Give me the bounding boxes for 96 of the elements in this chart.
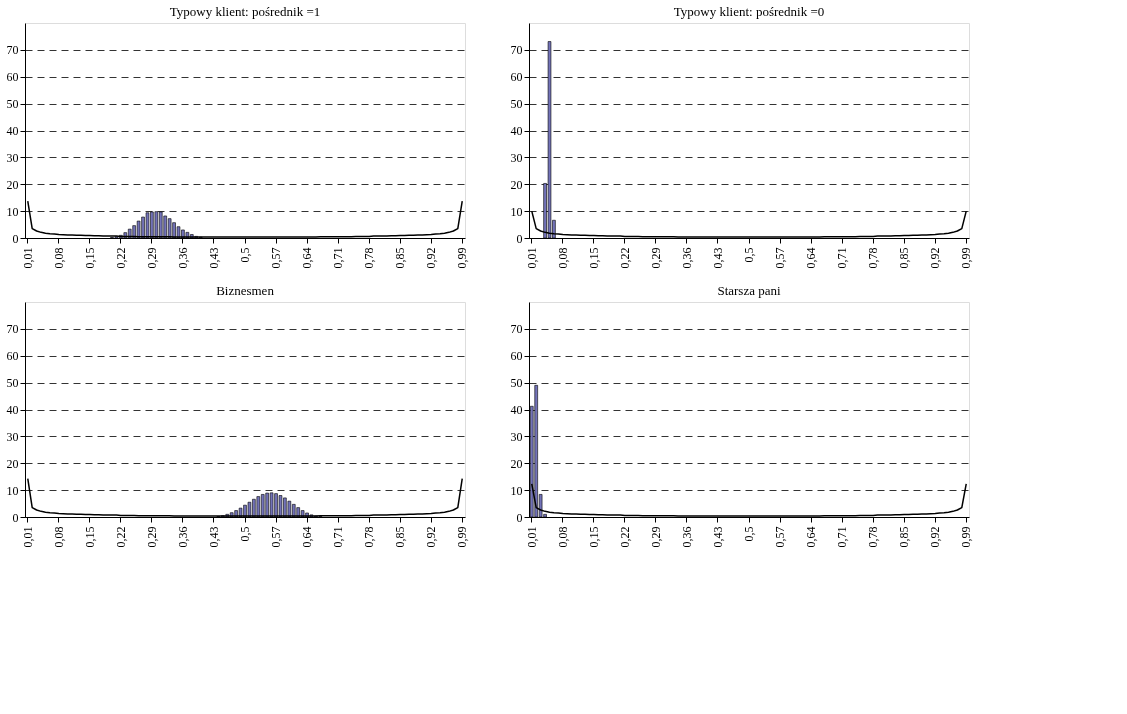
y-tick-label: 60	[6, 349, 19, 364]
x-tick-label: 0,15	[82, 526, 97, 548]
x-tick-label: 0,85	[897, 526, 912, 548]
x-tick-label: 0,78	[362, 247, 377, 269]
y-tick-label: 0	[516, 510, 523, 525]
x-tick-label: 0,36	[679, 526, 694, 548]
y-tick-label: 0	[12, 231, 19, 246]
x-tick-label: 0,22	[617, 247, 632, 269]
x-tick-label: 0,92	[928, 247, 943, 269]
y-tick-label: 70	[6, 322, 19, 337]
x-tick-label: 0,85	[897, 247, 912, 269]
y-tick-label: 50	[510, 97, 523, 112]
y-tick-label: 10	[6, 204, 19, 219]
x-tick-label: 0,15	[82, 247, 97, 269]
x-tick-label: 0,5	[238, 526, 252, 542]
x-tick-label: 0,01	[20, 526, 35, 548]
y-tick-label: 40	[6, 403, 19, 417]
chart-title: Biznesmen	[216, 283, 275, 298]
y-tick-label: 40	[510, 403, 523, 417]
x-tick-label: 0,29	[144, 526, 159, 548]
x-tick-label: 0,08	[555, 526, 570, 548]
x-tick-label: 0,01	[20, 247, 35, 269]
y-tick-label: 0	[12, 510, 19, 525]
y-tick-label: 60	[6, 70, 19, 85]
x-tick-label: 0,36	[175, 247, 190, 269]
y-tick-label: 70	[6, 43, 19, 58]
x-tick-label: 0,29	[648, 526, 663, 548]
x-tick-label: 0,5	[742, 247, 756, 263]
x-tick-label: 0,92	[424, 247, 439, 269]
x-tick-label: 0,85	[393, 526, 408, 548]
x-tick-label: 0,64	[300, 247, 315, 269]
y-tick-label: 40	[6, 124, 19, 138]
x-tick-label: 0,36	[679, 247, 694, 269]
x-tick-label: 0,5	[742, 526, 756, 542]
x-tick-label: 0,57	[269, 247, 284, 269]
x-tick-label: 0,64	[804, 526, 819, 548]
x-tick-label: 0,15	[586, 247, 601, 269]
x-tick-label: 0,71	[835, 247, 850, 269]
x-tick-label: 0,99	[455, 247, 470, 269]
y-tick-label: 50	[510, 376, 523, 391]
x-tick-label: 0,71	[835, 526, 850, 548]
x-tick-label: 0,85	[393, 247, 408, 269]
x-tick-label: 0,57	[773, 526, 788, 548]
x-tick-label: 0,08	[51, 526, 66, 548]
x-tick-label: 0,5	[238, 247, 252, 263]
y-tick-label: 30	[510, 150, 523, 165]
y-tick-label: 50	[6, 97, 19, 112]
y-tick-label: 30	[510, 429, 523, 444]
y-tick-label: 10	[6, 483, 19, 498]
x-tick-label: 0,71	[331, 526, 346, 548]
y-tick-label: 70	[510, 322, 523, 337]
x-tick-label: 0,43	[710, 526, 725, 548]
chart-title: Starsza pani	[717, 283, 781, 298]
x-tick-label: 0,64	[804, 247, 819, 269]
y-tick-label: 0	[516, 231, 523, 246]
x-tick-label: 0,99	[959, 526, 974, 548]
x-tick-label: 0,64	[300, 526, 315, 548]
y-tick-label: 50	[6, 376, 19, 391]
y-tick-label: 10	[510, 483, 523, 498]
x-tick-label: 0,01	[524, 247, 539, 269]
x-tick-label: 0,43	[710, 247, 725, 269]
x-tick-label: 0,08	[51, 247, 66, 269]
x-tick-label: 0,92	[928, 526, 943, 548]
x-tick-label: 0,78	[866, 247, 881, 269]
y-tick-label: 20	[510, 456, 523, 471]
x-tick-label: 0,92	[424, 526, 439, 548]
y-tick-label: 60	[510, 349, 523, 364]
x-tick-label: 0,36	[175, 526, 190, 548]
x-tick-label: 0,78	[362, 526, 377, 548]
y-tick-label: 60	[510, 70, 523, 85]
x-tick-label: 0,01	[524, 526, 539, 548]
x-tick-label: 0,29	[144, 247, 159, 269]
x-tick-label: 0,43	[206, 526, 221, 548]
x-tick-label: 0,22	[617, 526, 632, 548]
y-tick-label: 20	[510, 177, 523, 192]
x-tick-label: 0,22	[113, 247, 128, 269]
chart-title: Typowy klient: pośrednik =0	[673, 4, 825, 19]
x-tick-label: 0,43	[206, 247, 221, 269]
y-tick-label: 20	[6, 456, 19, 471]
y-tick-label: 20	[6, 177, 19, 192]
y-tick-label: 40	[510, 124, 523, 138]
x-tick-label: 0,71	[331, 247, 346, 269]
x-tick-label: 0,78	[866, 526, 881, 548]
x-tick-label: 0,22	[113, 526, 128, 548]
x-tick-label: 0,57	[773, 247, 788, 269]
y-tick-label: 70	[510, 43, 523, 58]
y-tick-label: 30	[6, 429, 19, 444]
x-tick-label: 0,57	[269, 526, 284, 548]
x-tick-label: 0,99	[959, 247, 974, 269]
x-tick-label: 0,29	[648, 247, 663, 269]
y-tick-label: 10	[510, 204, 523, 219]
y-tick-label: 30	[6, 150, 19, 165]
chart-title: Typowy klient: pośrednik =1	[169, 4, 321, 19]
x-tick-label: 0,08	[555, 247, 570, 269]
x-tick-label: 0,15	[586, 526, 601, 548]
x-tick-label: 0,99	[455, 526, 470, 548]
